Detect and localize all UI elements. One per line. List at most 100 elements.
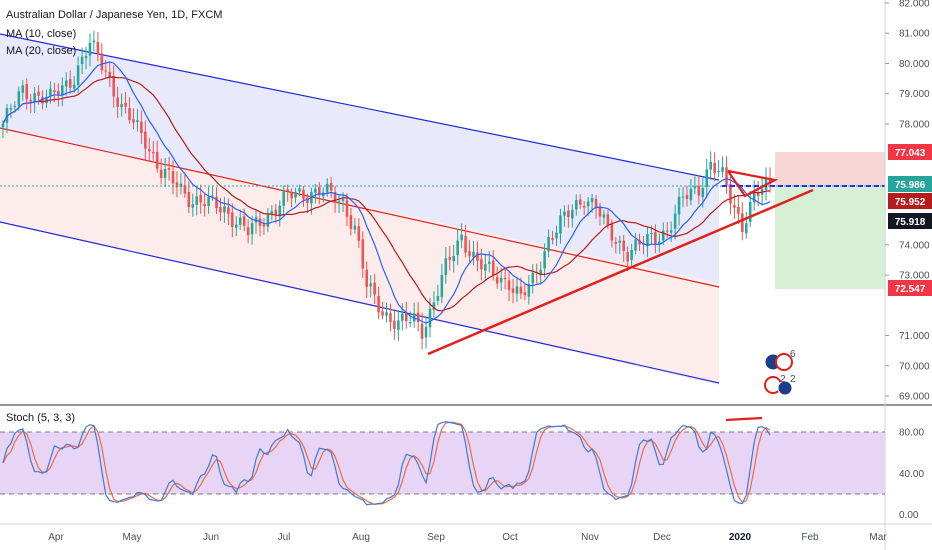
- event-count: 2: [780, 374, 786, 385]
- price-tick-label: 78.000: [899, 119, 930, 130]
- candle-body: [614, 242, 618, 244]
- candle-body: [246, 227, 250, 235]
- candle-body: [17, 91, 21, 106]
- short-position-tool[interactable]: [775, 152, 885, 289]
- triangle-pattern[interactable]: [727, 169, 779, 198]
- time-tick-label: May: [123, 532, 142, 543]
- flag-icon[interactable]: [777, 380, 793, 396]
- flag-icon[interactable]: [775, 353, 793, 371]
- time-axis[interactable]: Apr May Jun Jul Aug Sep Oct Nov Dec 2020 Feb Mar: [48, 532, 887, 543]
- candle-body: [594, 198, 598, 208]
- candle-body: [618, 240, 622, 243]
- time-tick-label: Aug: [352, 532, 370, 543]
- price-badge-label: 77.043: [895, 148, 926, 159]
- stochastic-pane[interactable]: [0, 416, 885, 506]
- time-tick-label: 2020: [729, 532, 752, 543]
- candle-body: [144, 131, 147, 149]
- candle-body: [397, 320, 400, 330]
- candle-body: [191, 204, 195, 208]
- candle-body: [61, 85, 64, 96]
- channel-lower-line: [0, 221, 720, 384]
- stoch-tick-label: 40.00: [899, 469, 924, 480]
- channel-upper-line: [0, 33, 720, 181]
- candle-body: [476, 252, 479, 261]
- candle-body: [41, 97, 44, 104]
- time-tick-label: Dec: [653, 532, 671, 543]
- candle-body: [563, 211, 566, 216]
- time-tick-label: Apr: [48, 532, 64, 543]
- candle-body: [432, 302, 436, 310]
- candle-body: [681, 196, 685, 198]
- candle-body: [377, 295, 380, 313]
- candle-body: [203, 203, 206, 207]
- candle-body: [207, 196, 210, 206]
- candle-body: [677, 196, 681, 215]
- candle-body: [448, 257, 452, 260]
- rising-trendline[interactable]: [427, 188, 814, 356]
- stoch-axis[interactable]: 80.00 40.00 0.00: [899, 428, 924, 522]
- candle-body: [420, 323, 424, 339]
- price-badge-label: 75.918: [895, 217, 926, 228]
- candle-body: [393, 320, 396, 329]
- candle-body: [282, 190, 285, 206]
- price-axis[interactable]: 82.000 81.000 80.000 79.000 78.000 74.000 73.0…: [885, 0, 930, 403]
- price-tick-label: 80.000: [899, 59, 930, 70]
- ma-20-legend[interactable]: MA (20, close): [6, 45, 77, 57]
- candle-body: [219, 207, 222, 213]
- candle-body: [456, 240, 459, 256]
- candle-body: [231, 212, 234, 228]
- ma-10-legend[interactable]: MA (10, close): [6, 28, 77, 40]
- candle-body: [578, 199, 582, 205]
- candle-body: [507, 280, 511, 290]
- candle-body: [187, 191, 191, 208]
- candle-body: [567, 210, 570, 217]
- candle-body: [428, 308, 432, 328]
- candle-body: [96, 42, 100, 55]
- price-badge: [888, 193, 932, 209]
- candle-body: [211, 195, 214, 197]
- candle-body: [175, 182, 179, 188]
- candle-body: [163, 169, 167, 178]
- candle-body: [745, 223, 748, 234]
- candle-body: [598, 206, 602, 217]
- candle-body: [104, 70, 108, 72]
- candle-body: [646, 234, 649, 247]
- candle-body: [610, 223, 614, 241]
- candle-body: [717, 170, 720, 172]
- price-tick-label: 71.000: [899, 331, 930, 342]
- candle-body: [53, 90, 56, 93]
- candle-body: [673, 213, 677, 229]
- stoch-divergence-line[interactable]: [725, 416, 763, 422]
- candle-body: [108, 71, 112, 78]
- candle-body: [436, 295, 440, 301]
- candle-body: [661, 230, 665, 241]
- candle-body: [630, 249, 633, 260]
- candle-body: [444, 258, 448, 275]
- candle-body: [13, 105, 17, 108]
- candle-body: [531, 272, 535, 284]
- ma-10-line: [2, 61, 771, 324]
- channel-upper-fill: [0, 34, 719, 283]
- events-markers[interactable]: 6 2 2: [764, 349, 796, 396]
- candle-body: [586, 201, 590, 207]
- ma-20-line: [2, 76, 771, 312]
- time-tick-label: Mar: [869, 532, 887, 543]
- price-badge-label: 72.547: [895, 284, 926, 295]
- candle-body: [100, 53, 104, 71]
- channel-lower-fill: [0, 128, 719, 385]
- channel-mid-line: [0, 127, 720, 288]
- stoch-tick-label: 80.00: [899, 428, 924, 439]
- candle-body: [602, 214, 606, 218]
- candle-body: [606, 214, 610, 225]
- candle-body: [515, 286, 519, 294]
- candle-body: [120, 104, 123, 108]
- candle-body: [424, 326, 428, 338]
- candle-body: [49, 88, 52, 96]
- candle-body: [337, 201, 341, 203]
- stoch-legend[interactable]: Stoch (5, 3, 3): [6, 412, 76, 424]
- price-tick-label: 73.000: [899, 271, 930, 282]
- candle-body: [329, 182, 333, 191]
- candle-body: [511, 288, 515, 293]
- candle-body: [654, 232, 657, 244]
